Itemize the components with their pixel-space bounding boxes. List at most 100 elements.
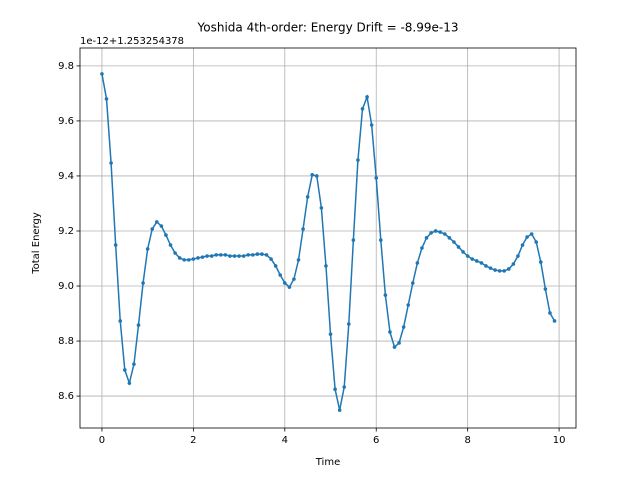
data-point <box>548 311 552 315</box>
data-point <box>155 220 159 224</box>
data-point <box>465 254 470 258</box>
data-point <box>168 243 173 247</box>
data-point <box>493 268 497 272</box>
data-point <box>424 236 429 240</box>
y-tick-label: 9.2 <box>58 226 74 237</box>
data-point <box>337 408 342 412</box>
data-point <box>136 323 141 327</box>
data-point <box>237 254 241 258</box>
data-point <box>228 254 232 258</box>
data-point <box>534 240 539 244</box>
data-point <box>305 195 310 199</box>
data-point <box>351 238 356 242</box>
x-tick-label: 8 <box>464 435 470 446</box>
data-point <box>283 281 287 285</box>
data-point <box>196 256 200 260</box>
data-point <box>260 252 264 256</box>
data-point <box>539 260 543 264</box>
x-tick-label: 10 <box>553 435 566 446</box>
data-point <box>209 254 214 258</box>
data-point <box>470 257 475 261</box>
data-point <box>411 281 415 285</box>
data-point <box>461 250 465 254</box>
data-point <box>452 240 456 244</box>
data-point <box>479 261 484 265</box>
data-point <box>177 256 182 260</box>
data-line <box>101 73 556 411</box>
y-axis-label: Total Energy <box>31 212 42 275</box>
offset-text: 1e-12+1.253254378 <box>80 36 184 47</box>
data-point <box>123 368 127 372</box>
data-point <box>255 252 260 256</box>
data-point <box>502 269 507 273</box>
y-tick-label: 9.4 <box>58 171 74 182</box>
data-point <box>109 161 113 165</box>
data-point <box>333 387 337 392</box>
data-point <box>264 253 269 257</box>
data-point <box>529 232 534 236</box>
data-point <box>415 261 420 265</box>
y-tick-label: 8.6 <box>58 391 74 402</box>
data-point <box>525 235 529 239</box>
data-point <box>328 332 333 336</box>
data-point <box>347 322 351 326</box>
x-tick-label: 6 <box>373 435 379 446</box>
data-point <box>511 262 516 266</box>
data-point <box>552 319 557 323</box>
data-point <box>278 273 283 277</box>
data-point <box>392 345 397 349</box>
data-point <box>164 233 168 237</box>
data-point <box>187 258 191 262</box>
data-point <box>475 259 479 263</box>
x-tick-label: 4 <box>282 435 288 446</box>
x-tick-label: 2 <box>190 435 196 446</box>
data-point <box>324 264 328 268</box>
data-point <box>433 229 438 233</box>
data-point <box>241 254 246 258</box>
chart-title: Yoshida 4th-order: Energy Drift = -8.99e… <box>197 21 459 35</box>
data-point <box>543 287 548 291</box>
data-point <box>401 325 406 329</box>
y-tick-label: 8.8 <box>58 336 74 347</box>
data-point <box>388 330 392 334</box>
data-point <box>406 303 411 307</box>
data-point <box>507 267 511 271</box>
data-point <box>497 269 502 273</box>
data-point <box>145 247 150 251</box>
data-point <box>443 232 447 236</box>
data-point <box>191 257 196 261</box>
data-point <box>113 243 118 247</box>
data-point <box>319 206 324 210</box>
data-point <box>365 95 369 99</box>
data-point <box>159 224 164 228</box>
data-point <box>150 227 155 231</box>
x-axis-label: Time <box>315 457 340 468</box>
data-point <box>223 253 228 257</box>
data-point <box>127 381 132 385</box>
y-tick-label: 9.6 <box>58 116 74 127</box>
data-point <box>200 255 205 259</box>
data-point <box>447 236 452 240</box>
x-tick-label: 0 <box>99 435 105 446</box>
data-point <box>516 254 520 258</box>
data-point <box>132 362 136 366</box>
data-point <box>251 253 255 257</box>
data-point <box>205 254 209 258</box>
data-point <box>488 266 493 270</box>
data-point <box>246 253 251 257</box>
data-point <box>141 281 145 285</box>
data-point <box>360 107 365 111</box>
data-point <box>356 158 360 162</box>
data-point <box>429 231 433 235</box>
data-point <box>397 341 401 345</box>
data-point <box>315 174 319 178</box>
data-point <box>182 258 187 262</box>
data-point <box>374 176 379 180</box>
data-point <box>520 243 525 247</box>
y-tick-label: 9.8 <box>58 61 74 72</box>
data-point <box>214 253 219 257</box>
data-point <box>420 246 424 250</box>
data-point <box>301 227 305 231</box>
